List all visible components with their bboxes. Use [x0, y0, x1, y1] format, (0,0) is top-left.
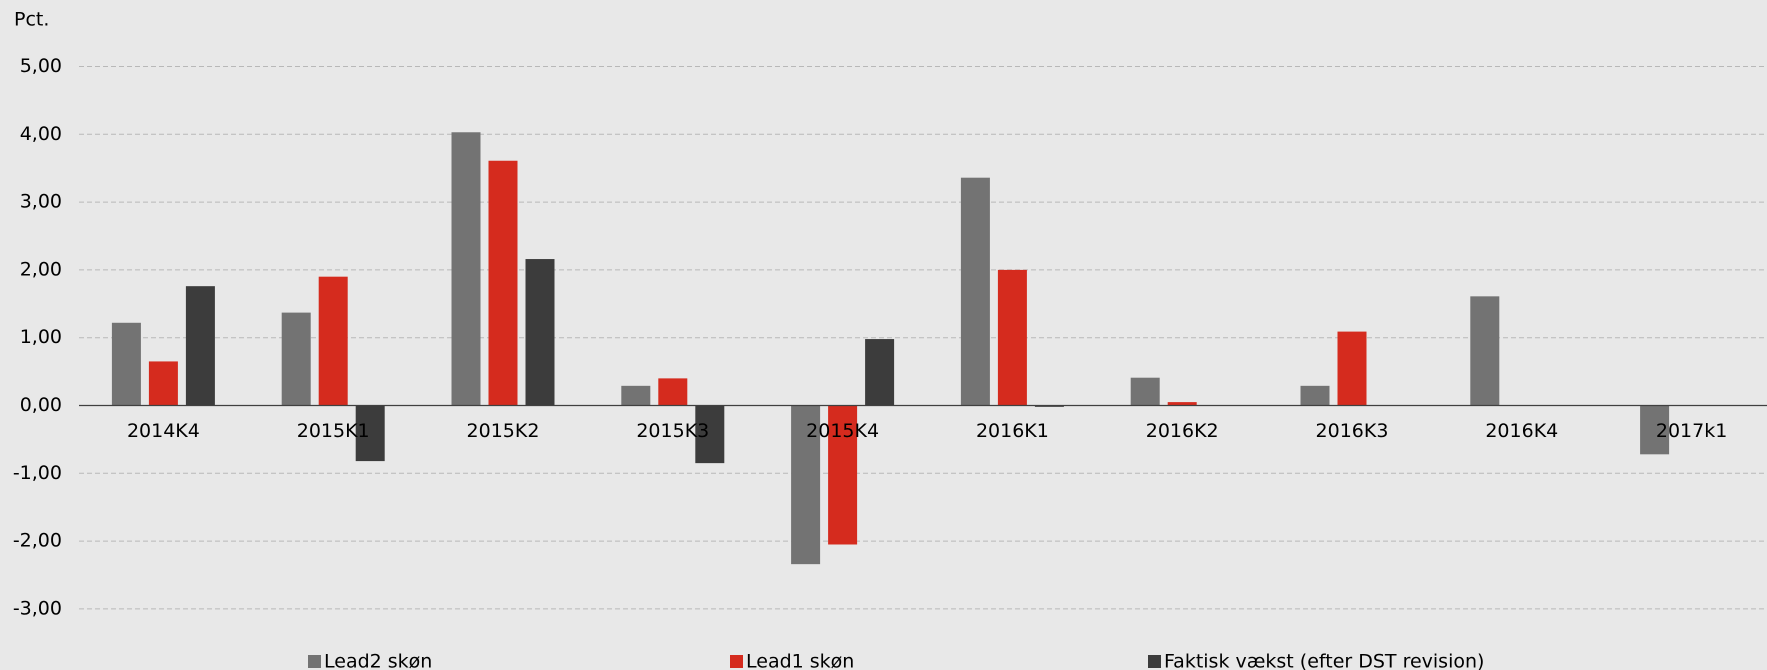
bar [148, 361, 178, 406]
x-tick-label: 2017k1 [1656, 420, 1727, 442]
bar [281, 312, 311, 406]
bar [621, 385, 651, 406]
bar [1337, 331, 1367, 406]
legend-label: Faktisk vækst (efter DST revision) [1164, 651, 1484, 670]
bar [658, 378, 688, 406]
y-axis-label: Pct. [14, 9, 49, 31]
x-tick-label: 2015K4 [806, 420, 879, 442]
x-tick-label: 2016K2 [1146, 420, 1219, 442]
x-tick-label: 2015K2 [467, 420, 540, 442]
bar [960, 177, 990, 406]
y-tick-label: 0,00 [20, 394, 62, 416]
bar [318, 276, 348, 406]
bar [1130, 377, 1160, 406]
x-tick-label: 2016K4 [1485, 420, 1558, 442]
x-tick-label: 2014K4 [127, 420, 200, 442]
bar [355, 405, 385, 462]
y-tick-label: -3,00 [13, 597, 62, 619]
x-tick-label: 2015K1 [297, 420, 370, 442]
legend-swatch [730, 655, 743, 668]
y-tick-label: 3,00 [20, 191, 62, 213]
bar [695, 405, 725, 464]
y-tick-label: -2,00 [13, 530, 62, 552]
bar [1034, 405, 1064, 407]
x-tick-label: 2016K3 [1316, 420, 1389, 442]
bar [525, 259, 555, 406]
legend-swatch [1148, 655, 1161, 668]
bar [185, 286, 215, 406]
bar [488, 160, 518, 406]
legend-label: Lead1 skøn [746, 651, 854, 670]
bar [865, 339, 895, 406]
bar [111, 322, 141, 406]
bar [451, 132, 481, 406]
x-tick-label: 2015K3 [636, 420, 709, 442]
y-tick-label: 2,00 [20, 258, 62, 280]
y-tick-label: 4,00 [20, 123, 62, 145]
y-tick-label: 1,00 [20, 326, 62, 348]
x-tick-label: 2016K1 [976, 420, 1049, 442]
bar [828, 405, 858, 545]
bar [1470, 296, 1500, 406]
legend-swatch [308, 655, 321, 668]
y-tick-label: -1,00 [13, 462, 62, 484]
bar [1300, 385, 1330, 406]
bar [791, 405, 821, 565]
bar [997, 269, 1027, 406]
y-tick-label: 5,00 [20, 55, 62, 77]
bar [1640, 405, 1670, 455]
bar [1167, 402, 1197, 406]
legend-label: Lead2 skøn [324, 651, 432, 670]
